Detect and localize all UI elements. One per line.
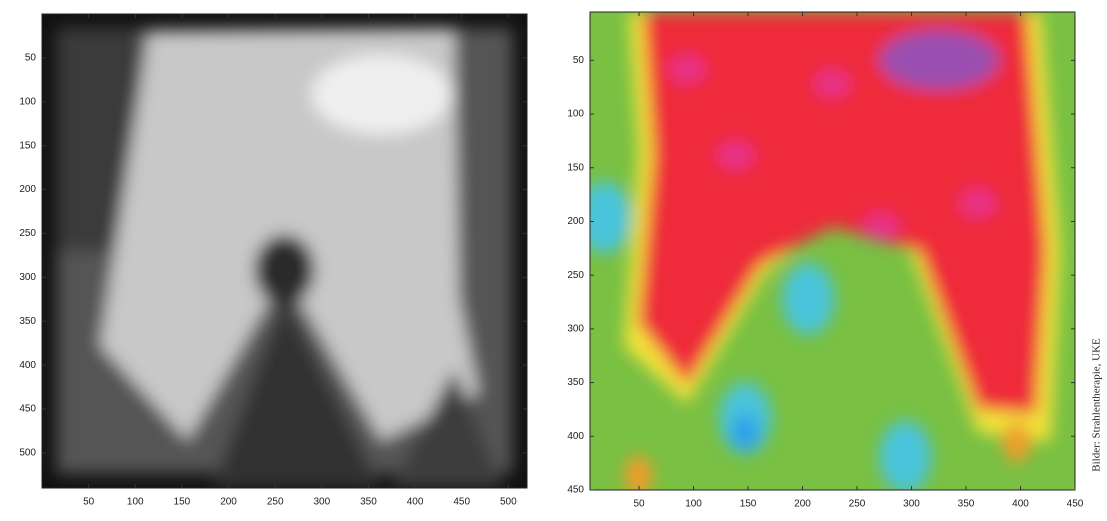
x-tick-label: 50: [633, 499, 645, 510]
x-tick-label: 300: [313, 497, 330, 508]
purple: [879, 30, 999, 90]
y-tick-label: 350: [567, 377, 584, 388]
hot: [312, 55, 452, 135]
cyan: [782, 263, 834, 335]
x-tick-label: 150: [740, 499, 757, 510]
orange: [1003, 422, 1031, 462]
blur-layer: [57, 28, 513, 488]
x-tick-label: 50: [83, 497, 95, 508]
y-tick-label: 400: [567, 431, 584, 442]
blue: [731, 415, 759, 451]
y-tick-label: 250: [19, 228, 36, 239]
y-tick-label: 50: [573, 55, 585, 66]
y-tick-label: 150: [567, 162, 584, 173]
y-tick-label: 350: [19, 316, 36, 327]
heatmap-image: [579, 12, 1075, 496]
magenta: [718, 141, 754, 169]
y-tick-label: 400: [19, 360, 36, 371]
magenta: [863, 213, 899, 241]
y-tick-label: 100: [567, 109, 584, 120]
x-tick-label: 350: [958, 499, 975, 510]
cyan: [579, 182, 631, 254]
x-tick-label: 250: [849, 499, 866, 510]
y-tick-label: 300: [19, 272, 36, 283]
y-tick-label: 450: [567, 485, 584, 496]
y-tick-label: 50: [25, 53, 37, 64]
x-tick-label: 450: [1067, 499, 1084, 510]
x-tick-label: 200: [220, 497, 237, 508]
x-tick-label: 150: [174, 497, 191, 508]
y-tick-label: 250: [567, 270, 584, 281]
x-tick-label: 300: [903, 499, 920, 510]
heatmap-image: [42, 14, 527, 488]
x-tick-label: 100: [127, 497, 144, 508]
y-tick-label: 150: [19, 140, 36, 151]
magenta: [960, 189, 996, 217]
y-tick-label: 200: [567, 216, 584, 227]
x-tick-label: 100: [685, 499, 702, 510]
magenta: [669, 55, 705, 83]
y-tick-label: 200: [19, 184, 36, 195]
y-tick-label: 450: [19, 404, 36, 415]
x-tick-label: 500: [500, 497, 517, 508]
y-tick-label: 500: [19, 448, 36, 459]
x-tick-label: 200: [794, 499, 811, 510]
x-tick-label: 400: [1012, 499, 1029, 510]
x-tick-label: 350: [360, 497, 377, 508]
x-tick-label: 250: [267, 497, 284, 508]
y-tick-label: 100: [19, 96, 36, 107]
cyan: [879, 421, 931, 493]
y-tick-label: 300: [567, 324, 584, 335]
magenta: [815, 70, 851, 98]
credit: Bilder: Strahlentherapie, UKE: [1091, 338, 1103, 472]
dark: [255, 235, 315, 305]
x-tick-label: 400: [407, 497, 424, 508]
figure: Bilder: Strahlentherapie, UKE 50 100 150 20…: [0, 0, 1107, 516]
x-tick-label: 450: [453, 497, 470, 508]
